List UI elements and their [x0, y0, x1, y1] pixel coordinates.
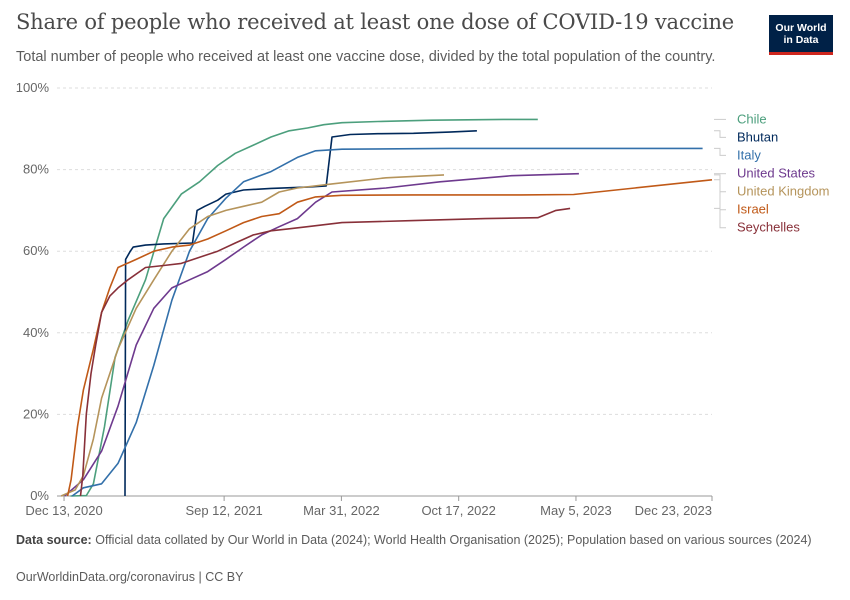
y-tick-label: 40% [23, 325, 49, 340]
legend-label-seychelles: Seychelles [737, 220, 800, 235]
y-tick-label: 20% [23, 406, 49, 421]
legend-label-united-kingdom: United Kingdom [737, 184, 830, 199]
data-source-text: Official data collated by Our World in D… [95, 533, 812, 547]
y-tick-label: 100% [16, 80, 50, 95]
logo-line-2: in Data [783, 33, 819, 46]
license-link[interactable]: OurWorldinData.org/coronavirus | CC BY [16, 570, 244, 584]
x-tick-label: Dec 13, 2020 [25, 503, 102, 518]
chart-subtitle: Total number of people who received at l… [16, 49, 716, 65]
legend-connector [714, 130, 726, 138]
legend-connector [714, 207, 726, 229]
y-tick-label: 0% [30, 488, 49, 503]
logo-line-1: Our World [775, 21, 827, 34]
line-chart: 0% 20% 40% 60% 80% 100% Dec 13, 2020 Sep 12, 20… [16, 80, 830, 518]
legend-label-united-states: United States [737, 166, 816, 181]
series-line-united-states [64, 172, 579, 497]
series-line-chile [70, 118, 538, 497]
x-tick-label: May 5, 2023 [540, 503, 612, 518]
legend-label-chile: Chile [737, 111, 767, 126]
series-line-italy [71, 147, 703, 497]
y-tick-label: 80% [23, 162, 49, 177]
legend-connector [714, 179, 726, 211]
data-source-label: Data source: [16, 533, 92, 547]
series-line-united-kingdom [60, 174, 445, 497]
legend-label-bhutan: Bhutan [737, 129, 778, 144]
series-line-israel [66, 179, 713, 497]
series-line-seychelles [79, 207, 571, 497]
legend-label-israel: Israel [737, 202, 769, 217]
x-tick-label: Dec 23, 2023 [635, 503, 712, 518]
x-tick-label: Oct 17, 2022 [421, 503, 495, 518]
y-tick-label: 60% [23, 243, 49, 258]
chart-title: Share of people who received at least on… [16, 10, 735, 34]
x-tick-label: Sep 12, 2021 [185, 503, 262, 518]
data-source: Data source: Official data collated by O… [16, 533, 816, 548]
series-line-bhutan [124, 130, 477, 497]
owid-logo[interactable]: Our World in Data [769, 15, 833, 55]
legend-connector [714, 147, 726, 156]
x-tick-label: Mar 31, 2022 [303, 503, 380, 518]
legend-label-italy: Italy [737, 147, 761, 162]
